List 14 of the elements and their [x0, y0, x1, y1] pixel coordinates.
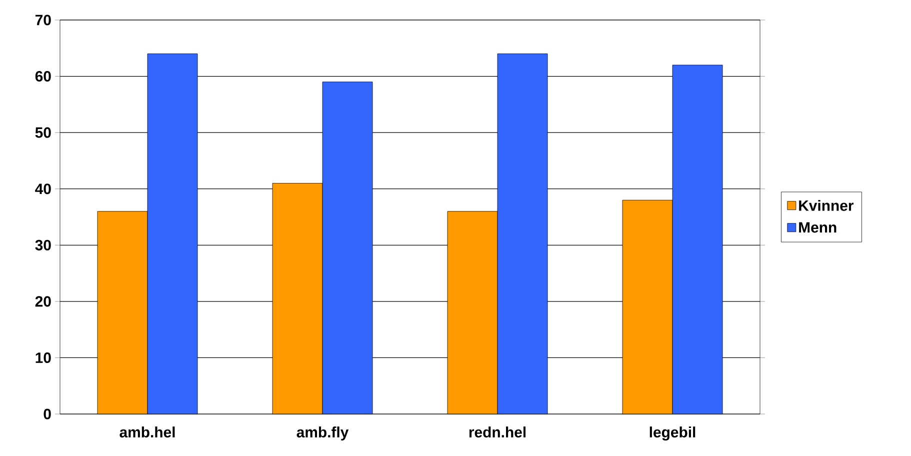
y-tick-label: 60 — [35, 70, 51, 82]
x-tick-label: legebil — [650, 426, 696, 441]
y-tick-label: 10 — [36, 352, 51, 363]
y-tick-label: 30 — [35, 240, 51, 250]
y-tick-label: 40 — [35, 184, 51, 194]
x-tick-label: redn.hel — [469, 426, 526, 438]
y-tick-label: 20 — [35, 296, 51, 307]
x-tick-label: amb.hel — [120, 426, 175, 438]
legend-label: Menn — [799, 222, 836, 233]
y-tick-label: 50 — [35, 127, 51, 138]
legend-label: Kvinner — [799, 200, 854, 211]
y-tick-label: 70 — [36, 14, 51, 26]
x-tick-label: amb.fly — [296, 426, 349, 440]
y-tick-label: 0 — [44, 408, 51, 420]
